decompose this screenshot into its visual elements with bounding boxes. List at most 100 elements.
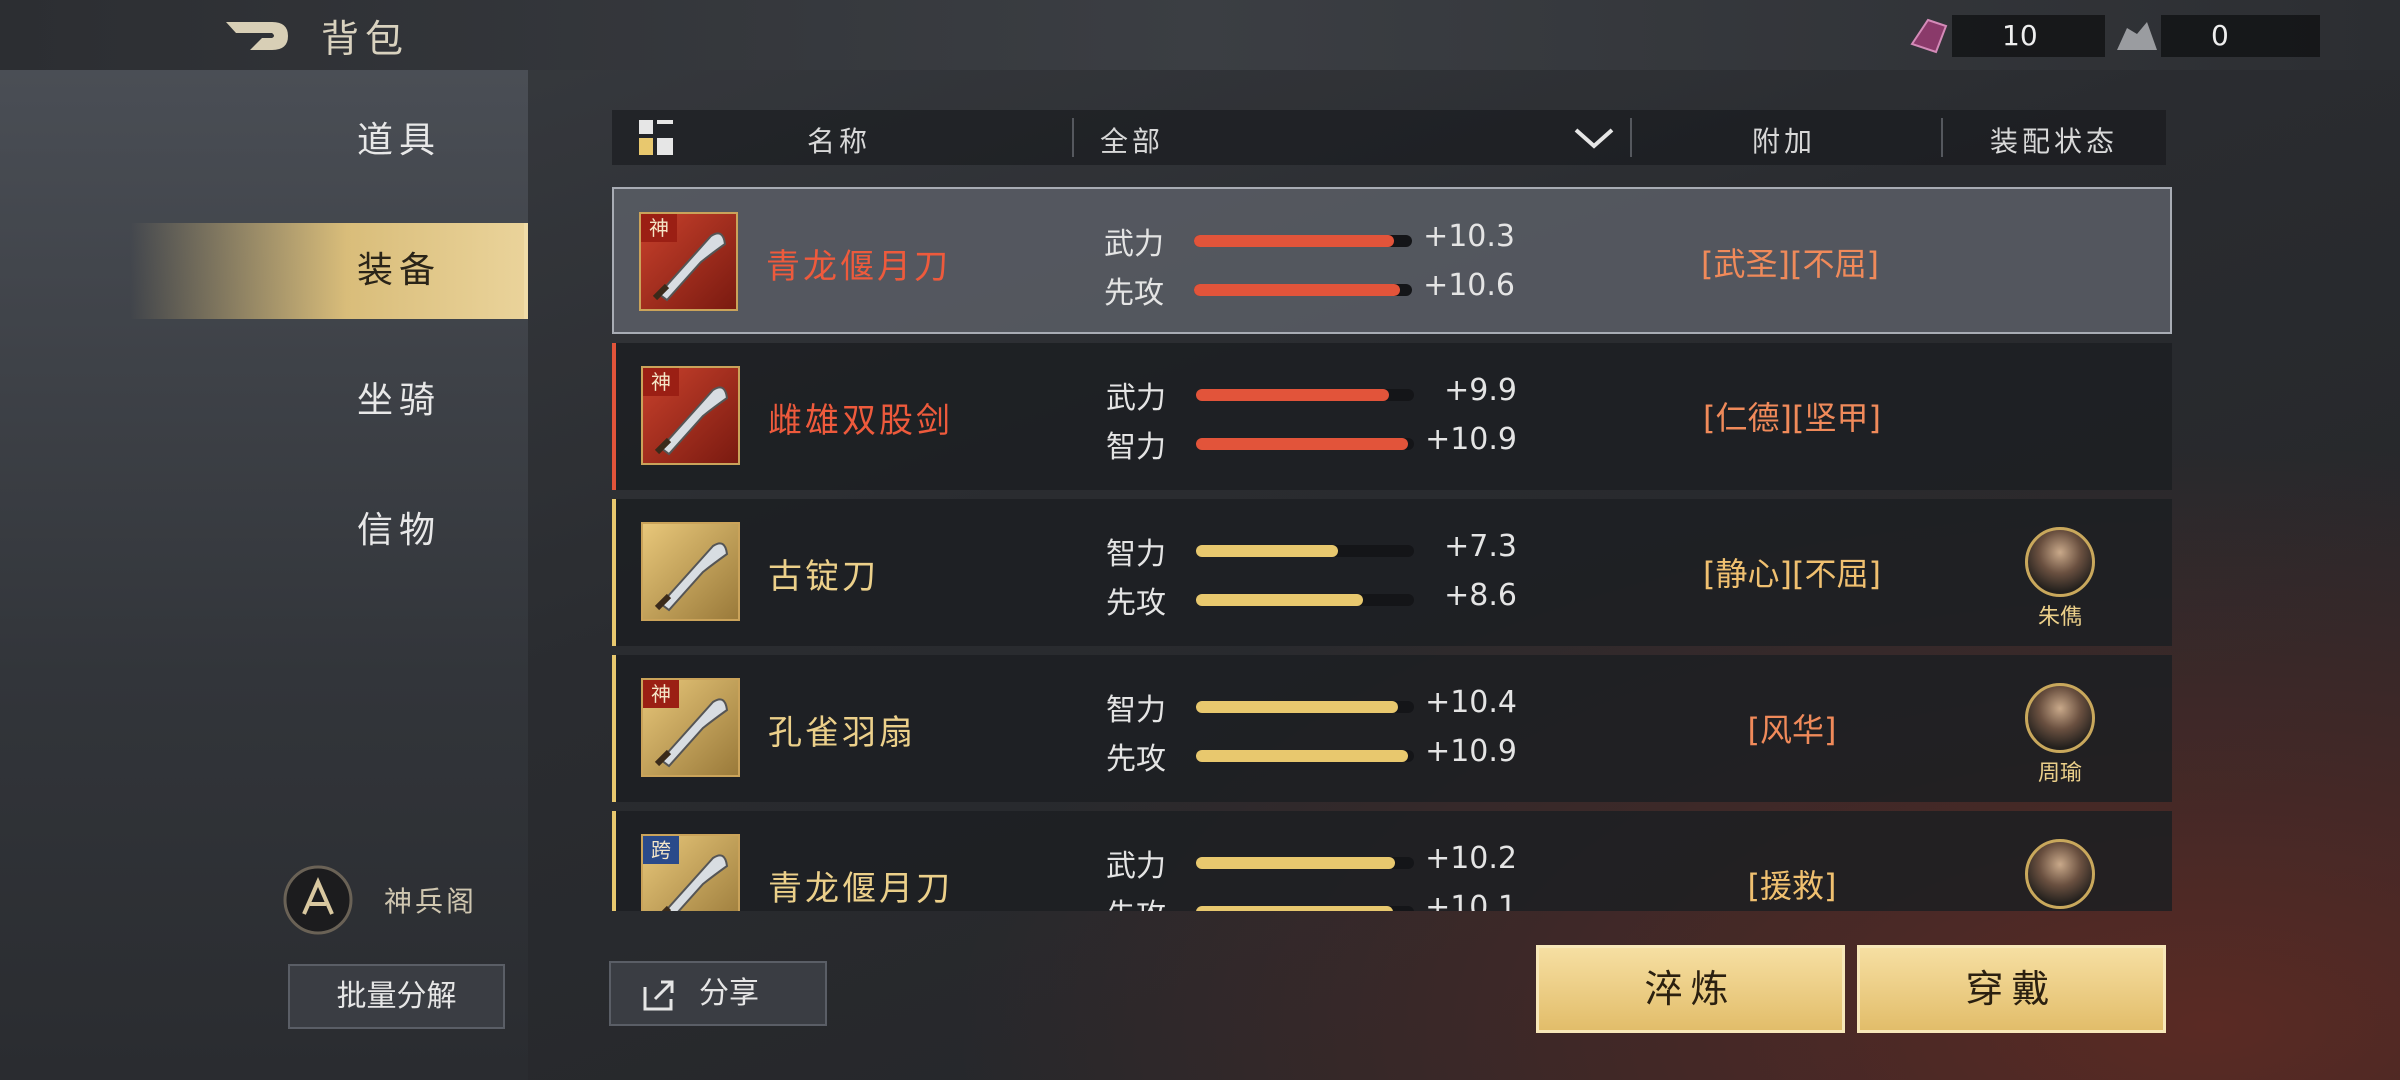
stat-label: 先攻 <box>1104 276 1164 311</box>
stat-value: +7.3 <box>1444 529 1517 564</box>
armory-label[interactable]: 神兵阁 <box>384 885 478 918</box>
item-badge: 神 <box>643 368 679 396</box>
stat-bar <box>1196 750 1409 762</box>
currency-ore: 0 <box>2161 15 2320 57</box>
stat-bar <box>1196 389 1389 401</box>
stat-bar-track <box>1196 389 1414 401</box>
share-icon <box>643 980 674 1011</box>
stat-value: +10.9 <box>1425 734 1517 769</box>
tab[interactable]: 装备 <box>130 223 528 319</box>
column-header: 装配状态 <box>1990 125 2119 158</box>
item-icon <box>641 522 740 621</box>
item-badge: 神 <box>643 680 679 708</box>
item-name: 雌雄双股剑 <box>768 401 953 441</box>
dropdown-arrow[interactable] <box>1574 126 1614 150</box>
item-art <box>654 542 729 612</box>
currency-gem: 10 <box>1952 15 2105 57</box>
separator <box>1072 118 1074 157</box>
stat-value: +8.6 <box>1444 578 1517 613</box>
item-row[interactable]: 神雌雄双股剑 武力 +9.9 智力 +10.9 [仁德][坚甲] <box>612 343 2172 490</box>
column-header: 名称 <box>807 125 872 158</box>
stat-label: 智力 <box>1106 430 1166 465</box>
item-name: 孔雀羽扇 <box>768 713 916 753</box>
item-row[interactable]: 古锭刀 智力 +7.3 先攻 +8.6 [静心][不屈] 朱儁 <box>612 499 2172 646</box>
stat-bar-track <box>1196 857 1414 869</box>
stat-value: +10.2 <box>1425 841 1517 876</box>
stat-bar-track <box>1196 750 1414 762</box>
item-badge: 神 <box>641 214 677 242</box>
stat-value: +9.9 <box>1444 373 1517 408</box>
share-button[interactable]: 分享 <box>609 961 827 1026</box>
equip-button[interactable]: 穿戴 <box>1857 945 2166 1033</box>
gem-icon <box>1910 18 1948 54</box>
stat-bar <box>1196 594 1364 606</box>
stat-bar <box>1196 545 1339 557</box>
item-icon: 跨 <box>641 834 740 911</box>
stat-bar <box>1196 906 1393 911</box>
item-icon: 神 <box>641 678 740 777</box>
stat-bar-track <box>1196 906 1414 911</box>
stat-bar <box>1194 235 1395 247</box>
stat-bar-track <box>1196 545 1414 557</box>
stat-value: +10.4 <box>1425 685 1517 720</box>
tab[interactable]: 道具 <box>357 120 442 161</box>
stat-label: 先攻 <box>1106 890 1166 911</box>
stat-value: +10.1 <box>1425 890 1517 911</box>
stat-bar <box>1196 438 1409 450</box>
stat-bar <box>1194 284 1401 296</box>
column-header: 附加 <box>1752 125 1817 158</box>
stat-label: 智力 <box>1106 537 1166 572</box>
stat-label: 武力 <box>1106 849 1166 884</box>
tab[interactable]: 信物 <box>357 510 442 551</box>
table-header: 名称 全部 附加 装配状态 <box>612 110 2166 165</box>
item-name: 青龙偃月刀 <box>766 247 951 287</box>
hero-avatar <box>2025 683 2095 753</box>
tab[interactable]: 坐骑 <box>357 380 442 421</box>
item-art <box>661 854 729 911</box>
stat-bar-track <box>1196 594 1414 606</box>
item-name: 青龙偃月刀 <box>768 869 953 909</box>
bonus-tags: [风华] <box>1747 711 1837 749</box>
item-badge: 跨 <box>643 836 679 864</box>
item-icon: 神 <box>641 366 740 465</box>
item-row[interactable]: 神青龙偃月刀 武力 +10.3 先攻 +10.6 [武圣][不屈] <box>612 187 2172 334</box>
hero-name: 周瑜 <box>2037 761 2082 786</box>
armory-icon[interactable] <box>282 864 354 936</box>
stat-bar-track <box>1196 701 1414 713</box>
share-label[interactable]: 分享 <box>699 976 759 1011</box>
bonus-tags: [仁德][坚甲] <box>1703 399 1881 437</box>
hero-name: 朱儁 <box>2037 605 2082 630</box>
refine-button[interactable]: 淬炼 <box>1536 945 1845 1033</box>
item-art <box>652 232 727 302</box>
stat-value: +10.9 <box>1425 422 1517 457</box>
bonus-tags: [武圣][不屈] <box>1701 245 1879 283</box>
stat-bar <box>1196 857 1395 869</box>
view-toggle[interactable] <box>638 119 676 157</box>
item-icon: 神 <box>639 212 738 311</box>
separator <box>1941 118 1943 157</box>
stat-label: 先攻 <box>1106 586 1166 621</box>
stat-bar-track <box>1194 235 1412 247</box>
stat-bar-track <box>1196 438 1414 450</box>
stat-label: 智力 <box>1106 693 1166 728</box>
bonus-tags: [静心][不屈] <box>1703 555 1881 593</box>
item-name: 古锭刀 <box>768 557 879 597</box>
decompose-button[interactable]: 批量分解 <box>288 964 505 1029</box>
stat-bar-track <box>1194 284 1412 296</box>
back-button[interactable] <box>222 16 292 56</box>
page-title: 背包 <box>321 17 410 61</box>
hero-avatar <box>2025 839 2095 909</box>
item-row[interactable]: 神孔雀羽扇 智力 +10.4 先攻 +10.9 [风华] 周瑜 <box>612 655 2172 802</box>
stat-value: +10.3 <box>1423 219 1515 254</box>
bonus-tags: [援救] <box>1747 867 1837 905</box>
stat-value: +10.6 <box>1423 268 1515 303</box>
stat-label: 武力 <box>1104 227 1164 262</box>
hero-avatar <box>2025 527 2095 597</box>
filter-dropdown[interactable]: 全部 <box>1100 125 1165 158</box>
item-art <box>654 698 729 768</box>
stat-bar <box>1196 701 1399 713</box>
ore-icon <box>2117 22 2157 50</box>
item-art <box>654 386 729 456</box>
